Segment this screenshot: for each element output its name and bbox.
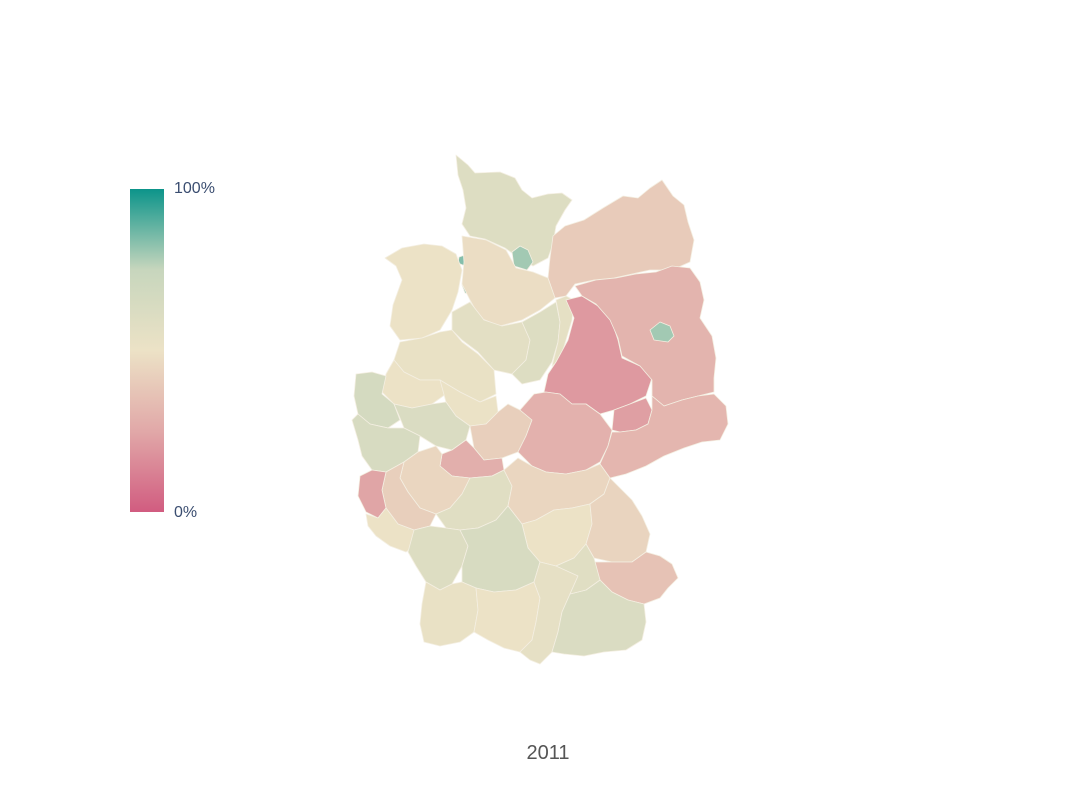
niedersachsen-nw-region[interactable]	[384, 243, 463, 341]
niedersachsen-e-region[interactable]	[511, 301, 561, 385]
oberbayern-north-region[interactable]	[555, 543, 601, 595]
niedersachsen-ne-region[interactable]	[461, 235, 556, 327]
nrw-duesseldorf-region[interactable]	[353, 371, 401, 429]
rlp-west-region[interactable]	[357, 469, 387, 519]
colorbar	[130, 189, 164, 512]
sachsen-region[interactable]	[599, 393, 729, 479]
berlin-region[interactable]	[649, 321, 675, 343]
brandenburg-region[interactable]	[574, 265, 717, 407]
colorbar-min-label: 0%	[174, 504, 198, 521]
colorbar-max-label: 100%	[174, 180, 215, 197]
year-label: 2011	[526, 742, 570, 764]
oberbayern-region[interactable]	[551, 579, 647, 657]
bw-north-region[interactable]	[407, 525, 469, 591]
bw-south-region[interactable]	[419, 581, 479, 647]
thueringen-region[interactable]	[517, 391, 613, 475]
